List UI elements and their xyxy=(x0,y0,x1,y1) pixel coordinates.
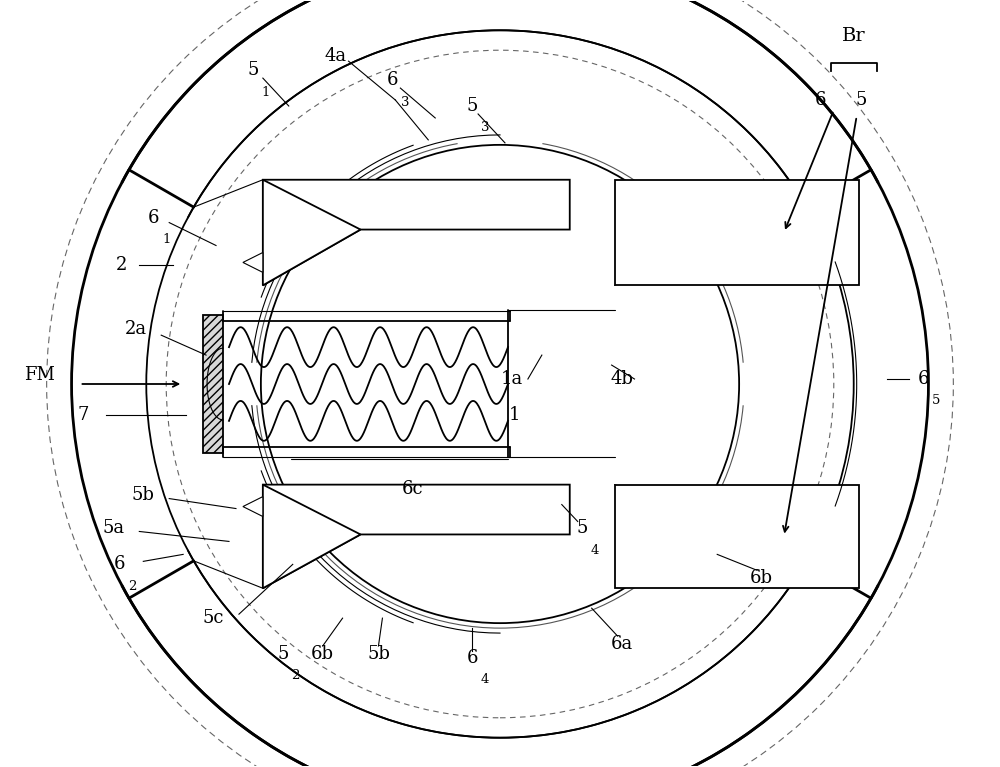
Text: 2: 2 xyxy=(128,580,137,593)
Text: 6: 6 xyxy=(148,209,159,226)
Text: 5: 5 xyxy=(932,394,941,407)
Polygon shape xyxy=(263,485,570,588)
Polygon shape xyxy=(243,496,263,516)
Text: 5c: 5c xyxy=(202,609,224,627)
Text: Br: Br xyxy=(842,28,866,45)
Polygon shape xyxy=(615,485,859,588)
Text: 1: 1 xyxy=(162,233,170,246)
Polygon shape xyxy=(615,179,859,285)
Text: 5b: 5b xyxy=(367,645,390,663)
Text: 5: 5 xyxy=(855,91,866,109)
Text: 5b: 5b xyxy=(132,486,155,504)
Polygon shape xyxy=(203,315,223,453)
Text: 6: 6 xyxy=(114,555,125,574)
Text: 5: 5 xyxy=(277,645,288,663)
Polygon shape xyxy=(263,179,361,285)
Text: 4: 4 xyxy=(481,673,489,686)
Text: 6: 6 xyxy=(466,649,478,667)
Text: 6b: 6b xyxy=(311,645,334,663)
Text: 6b: 6b xyxy=(750,569,773,588)
Text: 1: 1 xyxy=(509,406,521,424)
Text: 2a: 2a xyxy=(125,320,147,338)
Text: 2: 2 xyxy=(292,670,300,683)
Text: 5: 5 xyxy=(466,97,478,115)
Text: 6: 6 xyxy=(387,71,398,89)
Text: 5: 5 xyxy=(576,519,587,538)
Text: 6c: 6c xyxy=(402,479,423,498)
Text: 3: 3 xyxy=(481,121,489,134)
Text: 6: 6 xyxy=(815,91,827,109)
Text: 1a: 1a xyxy=(501,370,523,388)
Text: 2: 2 xyxy=(116,256,127,275)
Polygon shape xyxy=(263,179,570,285)
Text: 7: 7 xyxy=(78,406,89,424)
Text: 5a: 5a xyxy=(102,519,124,538)
Text: FM: FM xyxy=(24,366,55,384)
Text: 6a: 6a xyxy=(610,635,633,653)
Text: 4a: 4a xyxy=(325,48,347,65)
Text: 6: 6 xyxy=(918,370,929,388)
Text: 5: 5 xyxy=(247,61,259,79)
Polygon shape xyxy=(263,485,361,588)
Polygon shape xyxy=(243,252,263,272)
Text: 4b: 4b xyxy=(610,370,633,388)
Text: 4: 4 xyxy=(590,544,599,557)
Text: 1: 1 xyxy=(262,86,270,98)
Text: 3: 3 xyxy=(401,96,410,108)
